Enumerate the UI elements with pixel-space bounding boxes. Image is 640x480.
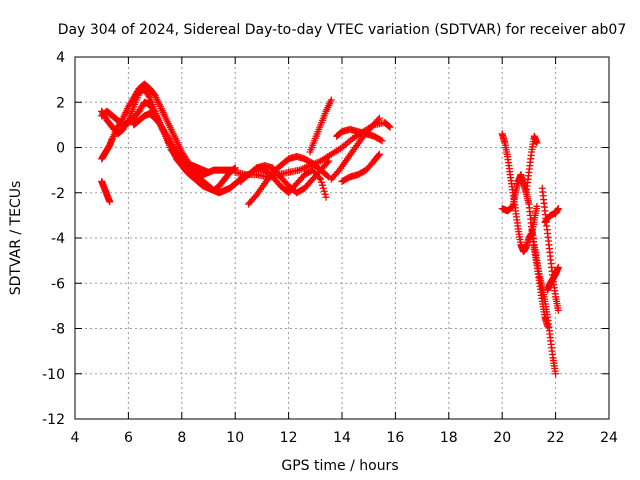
y-tick-label: -8 — [51, 322, 65, 338]
plot-frame — [74, 56, 610, 420]
x-tick-label: 6 — [124, 430, 133, 446]
y-tick-label: 0 — [56, 141, 65, 157]
data-point — [552, 370, 560, 378]
chart-title: Day 304 of 2024, Sidereal Day-to-day VTE… — [58, 22, 627, 38]
data-point — [319, 184, 327, 192]
series-arc-n — [498, 130, 541, 256]
x-tick-label: 22 — [547, 430, 565, 446]
series-arc-i — [253, 164, 330, 201]
data-point — [317, 175, 325, 183]
x-tick-label: 4 — [71, 430, 80, 446]
data-point — [327, 96, 335, 104]
series-arc-c — [98, 98, 212, 176]
data-point — [508, 203, 516, 211]
data-point — [385, 122, 393, 130]
data-point — [315, 174, 323, 182]
x-tick-label: 12 — [280, 430, 298, 446]
data-point — [321, 190, 329, 198]
data-point — [554, 263, 562, 271]
data-point — [106, 198, 114, 206]
data-point — [375, 150, 383, 158]
data-point — [544, 322, 552, 330]
x-tick-label: 20 — [493, 430, 511, 446]
series-arc-q — [528, 223, 552, 330]
series-arc-m — [338, 150, 383, 185]
data-point — [325, 157, 333, 165]
data-point — [230, 165, 238, 173]
y-axis-label: SDTVAR / TECUs — [8, 181, 24, 296]
data-point — [320, 187, 328, 195]
series-arc-t — [544, 263, 562, 294]
data-points — [98, 80, 562, 378]
series-arc-e — [98, 177, 114, 206]
data-point — [375, 114, 383, 122]
data-point — [533, 139, 541, 147]
data-point — [374, 116, 382, 124]
data-point — [318, 181, 326, 189]
data-point — [386, 123, 394, 131]
y-tick-label: -4 — [51, 231, 65, 247]
x-tick-labels: 4 6 8 10 12 14 16 18 20 22 24 — [71, 430, 618, 446]
y-tick-labels: 4 2 0 -2 -4 -6 -8 -10 -12 — [42, 50, 65, 428]
data-point — [323, 172, 331, 180]
series-arc-l — [327, 114, 383, 183]
data-point — [145, 92, 153, 100]
data-point — [374, 151, 382, 159]
x-tick-label: 16 — [386, 430, 404, 446]
y-tick-label: -6 — [51, 276, 65, 292]
data-point — [554, 306, 562, 314]
y-tick-label: -10 — [42, 367, 65, 383]
y-tick-label: 2 — [56, 95, 65, 111]
grid-layer — [74, 56, 610, 420]
y-tick-label: 4 — [56, 50, 65, 66]
data-point — [554, 205, 562, 213]
series-arc-s — [541, 205, 562, 226]
data-point — [205, 168, 212, 176]
series-arc-j — [306, 96, 335, 156]
series-arc-d — [130, 110, 250, 197]
data-point — [323, 159, 331, 167]
y-tick-label: -2 — [51, 186, 65, 202]
x-tick-label: 18 — [440, 430, 458, 446]
data-point — [378, 137, 386, 145]
data-point — [533, 202, 541, 210]
x-tick-label: 10 — [226, 430, 244, 446]
data-point — [322, 193, 330, 201]
y-tick-label: -12 — [42, 412, 65, 428]
x-tick-label: 8 — [177, 430, 186, 446]
data-point — [377, 136, 385, 144]
x-axis-label: GPS time / hours — [281, 458, 398, 474]
data-point — [318, 178, 326, 186]
x-tick-label: 14 — [333, 430, 351, 446]
x-tick-label: 24 — [600, 430, 618, 446]
